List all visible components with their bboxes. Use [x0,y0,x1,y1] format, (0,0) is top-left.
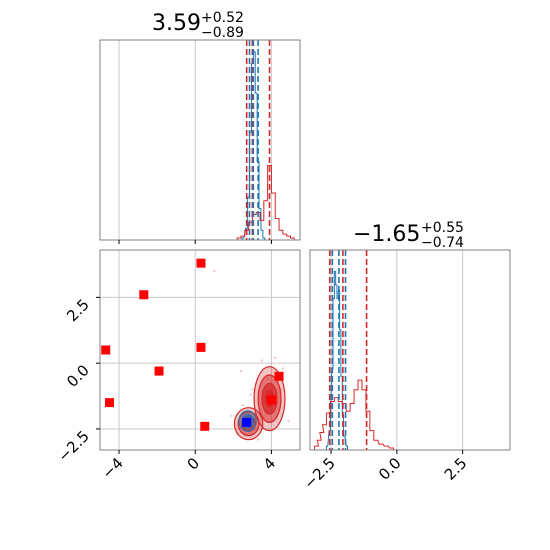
x-tick-label-param2: 2.5 [441,454,471,484]
square-marker-blue [242,417,252,427]
param2-title-plus: +0.55 [421,220,464,236]
param2-title: −1.65 +0.55 −0.74 [353,220,464,251]
sample-point [287,419,290,423]
y-tick-label-param2: 2.5 [63,295,93,325]
histogram-param2-panel [309,249,511,454]
param1-title-minus: −0.89 [201,25,244,41]
param1-title-plus: +0.52 [201,10,244,26]
histogram-param2-frame [309,249,511,451]
x-tick-label-param2: −2.5 [300,454,338,492]
sample-point [256,438,260,441]
param1-title: 3.59 +0.52 −0.89 [152,10,244,41]
x-tick-label-param1: 4 [260,454,279,473]
histogram-red-line [236,165,295,240]
sample-point [274,356,277,360]
square-marker-red [266,395,276,405]
x-tick-label-param1: 0 [184,454,203,473]
sample-point [249,393,252,396]
square-marker-red [105,398,115,408]
histogram-param1-frame [99,39,301,241]
sample-point [213,269,216,273]
joint-panel-frame [99,249,301,451]
x-tick-label-param2: 0.0 [375,454,405,484]
square-marker-red [154,366,164,376]
sample-point [281,367,285,370]
histogram-param1-panel [99,39,301,244]
square-marker-red [139,290,149,300]
histogram-red-line [314,379,395,450]
sample-point [241,404,245,407]
param2-title-value: −1.65 [353,222,420,247]
square-marker-red [196,342,206,352]
joint-distribution-panel [96,249,301,454]
param1-title-value: 3.59 [152,11,201,36]
contour-group [213,269,290,441]
param2-title-minus: −0.74 [421,235,464,251]
y-tick-label-param2: −2.5 [54,427,92,465]
x-tick-label-param1: −4 [99,454,127,482]
histogram-blue-line [241,51,266,240]
sample-point [251,388,254,391]
square-marker-red [196,258,206,268]
sample-point [260,359,264,362]
square-marker-red [101,345,111,355]
sample-point [230,414,233,417]
sample-point [239,369,243,373]
square-marker-red [200,421,210,431]
y-tick-label-param2: 0.0 [63,361,93,391]
square-marker-red [274,371,284,381]
